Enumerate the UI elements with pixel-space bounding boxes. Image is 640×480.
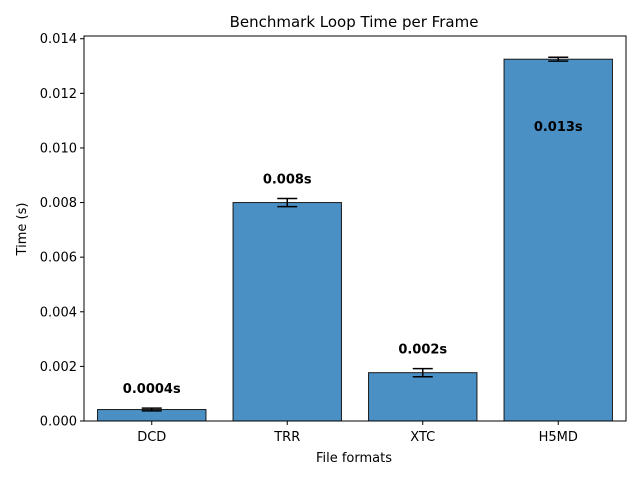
y-tick-label: 0.002: [40, 360, 77, 375]
bar-h5md: [503, 58, 613, 422]
data-label-trr: 0.008s: [263, 172, 312, 187]
x-tick-label-trr: TRR: [273, 430, 300, 445]
axes-frame: [83, 35, 627, 422]
y-tick-label: 0.006: [40, 251, 77, 266]
y-tick-label: 0.014: [40, 32, 77, 47]
x-tick-label-h5md: H5MD: [539, 430, 578, 445]
x-axis-label: File formats: [316, 451, 392, 466]
y-tick-label: 0.004: [40, 305, 77, 320]
bar-trr: [232, 202, 342, 422]
x-tick-label-dcd: DCD: [137, 430, 166, 445]
data-label-dcd: 0.0004s: [123, 382, 181, 397]
bar-xtc: [368, 372, 478, 422]
data-label-h5md: 0.013s: [534, 120, 583, 135]
y-tick-label: 0.010: [40, 141, 77, 156]
y-tick-label: 0.012: [40, 87, 77, 102]
chart-title: Benchmark Loop Time per Frame: [230, 13, 479, 31]
y-tick-label: 0.008: [40, 196, 77, 211]
y-tick-label: 0.000: [40, 415, 77, 430]
y-axis-label: Time (s): [15, 203, 30, 257]
plot-area: 0.0004s DCD 0.008s TRR 0.002s XTC 0.013s H5MD 0.…: [40, 32, 627, 445]
data-label-xtc: 0.002s: [398, 343, 447, 358]
x-tick-label-xtc: XTC: [410, 430, 435, 445]
